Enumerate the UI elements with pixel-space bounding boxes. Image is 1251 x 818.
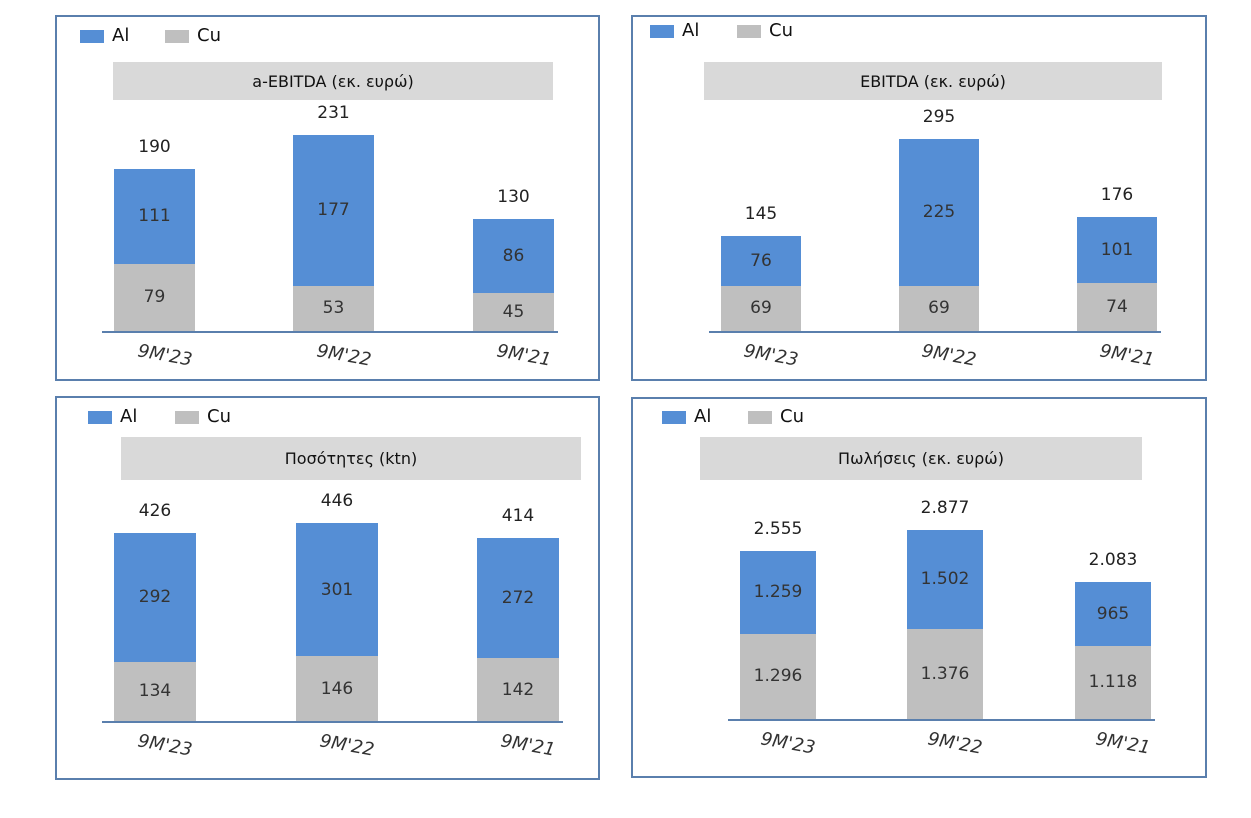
- chart-title: Ποσότητες (ktn): [121, 437, 581, 480]
- bar-al: 1.259: [740, 551, 816, 634]
- legend-swatch-cu: [737, 25, 761, 38]
- total-label: 130: [497, 187, 530, 208]
- bar-cu: 1.296: [740, 633, 816, 719]
- bar-al: 965: [1075, 582, 1151, 646]
- bar-cu: 1.376: [907, 628, 983, 719]
- legend-label-cu: Cu: [197, 25, 221, 46]
- legend-label-cu: Cu: [769, 20, 793, 41]
- total-label: 2.877: [920, 497, 970, 518]
- bar-al: 101: [1077, 216, 1157, 283]
- legend-swatch-cu: [175, 411, 199, 424]
- x-axis-line: [728, 719, 1155, 721]
- total-label: 2.555: [753, 519, 803, 540]
- chart-title: EBITDA (εκ. ευρώ): [704, 62, 1162, 100]
- bar-cu: 45: [473, 292, 554, 331]
- total-label: 176: [1100, 184, 1134, 205]
- bar-cu: 1.118: [1075, 645, 1151, 719]
- legend-label-al: Al: [112, 25, 130, 46]
- total-label: 295: [922, 106, 956, 127]
- total-label: 446: [320, 491, 354, 512]
- bar-al: 1.502: [907, 529, 983, 629]
- total-label: 426: [138, 500, 172, 521]
- total-label: 190: [138, 136, 171, 157]
- legend-swatch-al: [662, 411, 686, 424]
- bar-al: 292: [114, 532, 196, 662]
- bar-al: 86: [473, 219, 554, 293]
- bar-cu: 134: [114, 661, 196, 721]
- legend-label-al: Al: [682, 20, 700, 41]
- total-label: 414: [501, 506, 535, 526]
- legend-swatch-al: [88, 411, 112, 424]
- legend-swatch-al: [80, 30, 104, 43]
- x-axis-line: [102, 721, 563, 723]
- bar-cu: 74: [1077, 282, 1157, 331]
- bar-al: 76: [721, 236, 801, 286]
- bar-cu: 142: [477, 658, 559, 721]
- bar-cu: 146: [296, 656, 378, 721]
- bar-cu: 79: [114, 263, 195, 331]
- legend-label-cu: Cu: [207, 406, 231, 427]
- total-label: 231: [317, 102, 350, 123]
- x-axis-line: [709, 331, 1161, 333]
- bar-al: 272: [477, 538, 559, 659]
- legend-swatch-al: [650, 25, 674, 38]
- chart-title: a-EBITDA (εκ. ευρώ): [113, 62, 553, 100]
- legend-label-al: Al: [120, 406, 138, 427]
- bar-cu: 53: [293, 285, 374, 331]
- legend-label-cu: Cu: [780, 406, 804, 427]
- legend-swatch-cu: [748, 411, 772, 424]
- legend-swatch-cu: [165, 30, 189, 43]
- chart-title: Πωλήσεις (εκ. ευρώ): [700, 437, 1142, 480]
- bar-al: 177: [293, 134, 374, 286]
- bar-al: 111: [114, 168, 195, 264]
- total-label: 145: [744, 204, 778, 225]
- total-label: 2.083: [1088, 550, 1138, 571]
- bar-al: 301: [296, 523, 378, 657]
- bar-cu: 69: [721, 285, 801, 331]
- bar-cu: 69: [899, 285, 979, 331]
- x-axis-line: [102, 331, 558, 333]
- bar-al: 225: [899, 138, 979, 286]
- legend-label-al: Al: [694, 406, 712, 427]
